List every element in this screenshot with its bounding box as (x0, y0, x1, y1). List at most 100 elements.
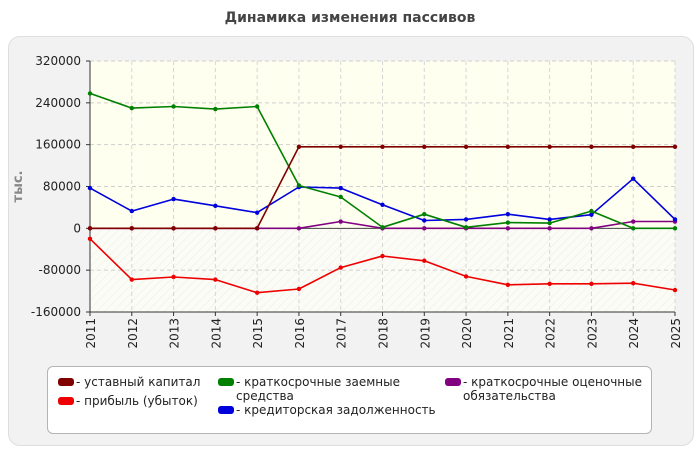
data-point (171, 104, 176, 109)
legend: - уставный капитал - прибыль (убыток) - … (47, 366, 652, 434)
data-point (129, 105, 134, 111)
data-point (380, 253, 385, 259)
legend-label: - прибыль (убыток) (76, 394, 198, 408)
data-point (463, 144, 469, 149)
y-tick-label: 80000 (43, 180, 81, 194)
data-point (254, 104, 260, 109)
data-point (547, 281, 552, 286)
data-point (380, 225, 385, 230)
data-point (296, 144, 302, 149)
data-point (505, 144, 511, 149)
data-point (631, 226, 636, 231)
y-tick-label: 240000 (35, 96, 81, 110)
data-point (171, 196, 176, 202)
data-point (547, 144, 552, 149)
data-point (87, 236, 93, 241)
chart-title: Динамика изменения пассивов (224, 10, 476, 26)
data-point (296, 286, 302, 292)
x-tick-label: 2017 (335, 318, 349, 349)
data-point (171, 274, 176, 280)
data-point (672, 226, 678, 231)
data-point (422, 212, 427, 217)
x-tick-label: 2022 (544, 318, 558, 349)
data-point (463, 217, 469, 222)
legend-label: - краткосрочные заемные средства (236, 375, 400, 403)
data-point (213, 106, 218, 112)
plot-background-negative (90, 228, 675, 312)
legend-item-accounts-payable: - кредиторская задолженность (218, 403, 448, 417)
data-point (672, 144, 678, 149)
legend-swatch (445, 378, 461, 386)
data-point (87, 185, 93, 191)
legend-item-profit: - прибыль (убыток) (58, 394, 218, 408)
x-tick-label: 2023 (585, 318, 599, 349)
data-point (463, 225, 469, 230)
y-tick-label: 0 (73, 221, 81, 235)
x-tick-label: 2016 (293, 318, 307, 349)
data-point (171, 226, 176, 231)
data-point (672, 287, 678, 293)
data-point (380, 144, 385, 149)
data-point (422, 258, 427, 263)
x-tick-label: 2019 (418, 318, 432, 349)
data-point (213, 226, 218, 231)
x-tick-label: 2025 (669, 318, 683, 349)
data-point (296, 183, 302, 188)
data-point (505, 220, 511, 225)
legend-item-estimated-liabilities: - краткосрочные оценочные обязательства (445, 375, 645, 403)
data-point (422, 218, 427, 223)
legend-label: - краткосрочные оценочные обязательства (463, 375, 642, 403)
data-point (213, 203, 218, 209)
data-point (631, 281, 636, 286)
data-point (672, 217, 678, 222)
data-point (254, 210, 260, 215)
data-point (505, 226, 511, 231)
data-point (589, 226, 594, 231)
data-point (87, 91, 93, 96)
x-tick-label: 2015 (251, 318, 265, 349)
data-point (589, 208, 594, 214)
data-point (338, 185, 343, 191)
legend-item-charter-capital: - уставный капитал (58, 375, 218, 389)
x-tick-label: 2024 (627, 318, 641, 349)
data-point (505, 212, 511, 217)
data-point (254, 226, 260, 231)
legend-label: - кредиторская задолженность (236, 403, 436, 417)
legend-swatch (218, 406, 234, 414)
y-tick-label: 320000 (35, 54, 81, 68)
x-tick-label: 2020 (460, 318, 474, 349)
legend-swatch (58, 378, 74, 386)
data-point (129, 208, 134, 214)
x-tick-label: 2012 (126, 318, 140, 349)
data-point (589, 281, 594, 286)
legend-swatch (58, 397, 74, 405)
data-point (380, 202, 385, 208)
x-tick-label: 2018 (377, 318, 391, 349)
data-point (129, 277, 134, 282)
y-axis-label: тыс. (11, 171, 26, 203)
data-point (254, 290, 260, 295)
x-tick-label: 2021 (502, 318, 516, 349)
data-point (296, 226, 302, 231)
legend-label: - уставный капитал (76, 375, 201, 389)
data-point (129, 226, 134, 231)
data-point (505, 282, 511, 288)
data-point (422, 226, 427, 231)
data-point (547, 220, 552, 226)
data-point (631, 144, 636, 149)
data-point (87, 226, 93, 231)
x-tick-label: 2014 (209, 318, 223, 349)
legend-swatch (218, 378, 234, 386)
data-point (338, 144, 343, 149)
data-point (338, 194, 343, 200)
x-tick-label: 2011 (84, 318, 98, 349)
data-point (589, 144, 594, 149)
data-point (338, 265, 343, 270)
x-tick-label: 2013 (168, 318, 182, 349)
y-tick-label: 160000 (35, 138, 81, 152)
data-point (631, 219, 636, 224)
y-tick-label: -160000 (31, 305, 81, 319)
data-point (547, 226, 552, 231)
legend-item-short-term-loans: - краткосрочные заемные средства (218, 375, 428, 403)
